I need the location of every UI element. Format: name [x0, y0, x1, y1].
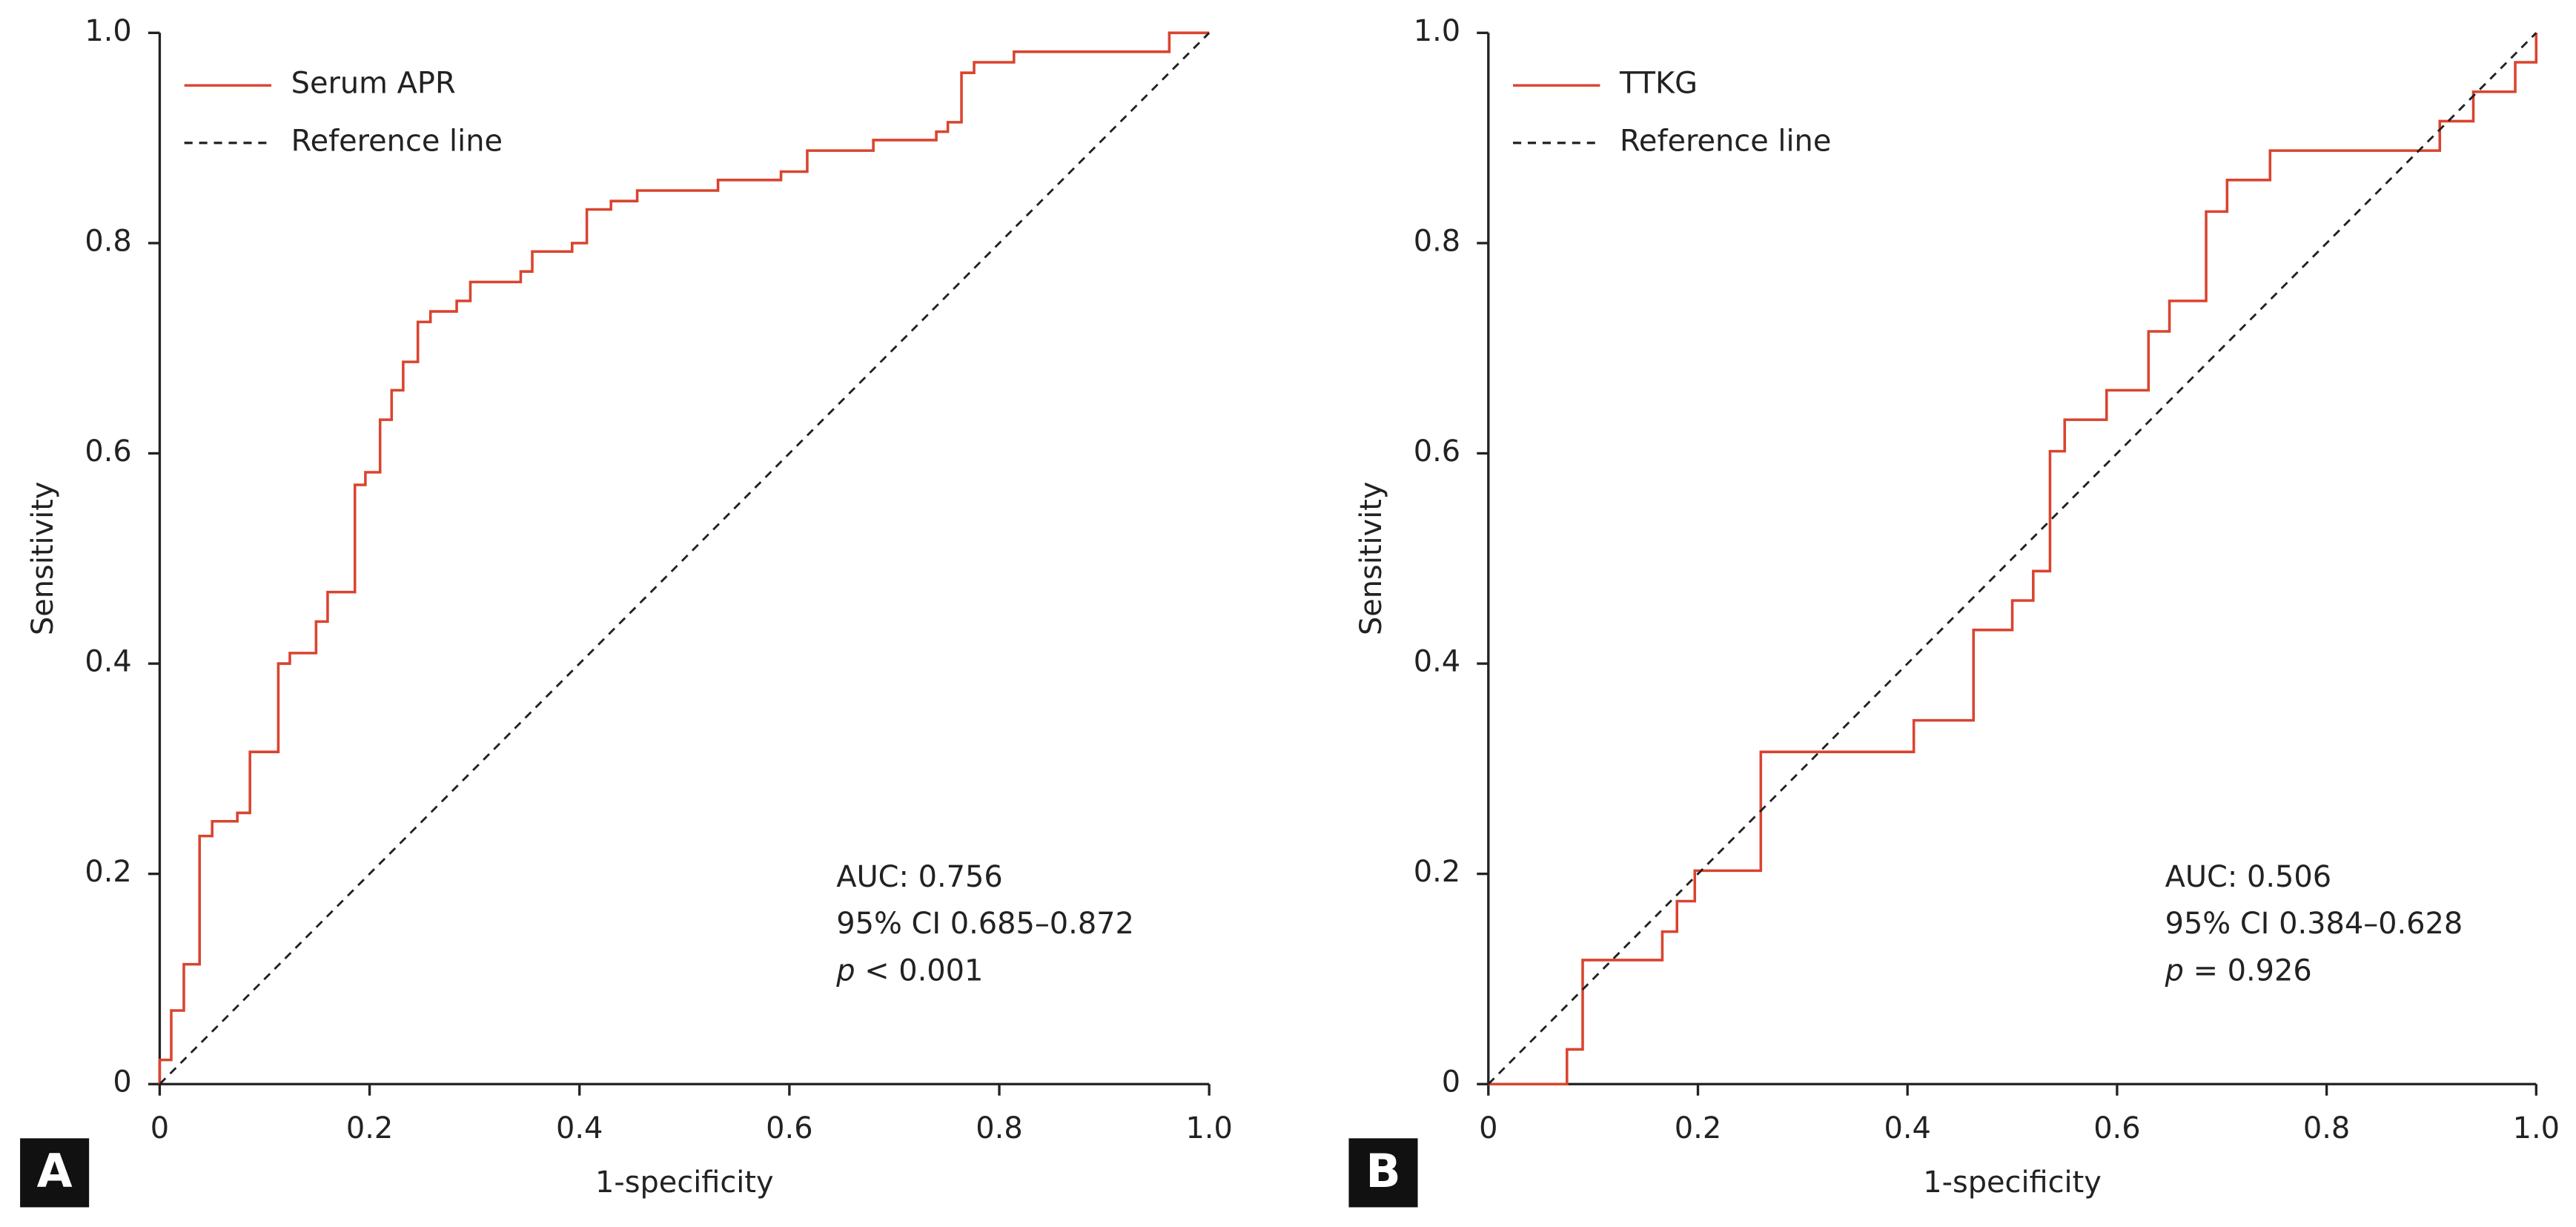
y-tick-label: 0: [1442, 1065, 1460, 1099]
roc-line: [1487, 32, 2537, 1085]
x-tick-label: 1.0: [2513, 1111, 2560, 1145]
y-tick-label: 0.6: [1414, 434, 1460, 469]
panel-label-box: [1348, 1138, 1418, 1208]
x-tick-label: 0.8: [976, 1111, 1022, 1145]
x-tick-label: 0.2: [346, 1111, 393, 1145]
y-tick-label: 0.8: [85, 224, 131, 258]
annotation: p < 0.001: [835, 953, 983, 988]
y-axis-label: Sensitivity: [26, 482, 60, 636]
x-axis-label: 1-specificity: [1923, 1165, 2102, 1200]
legend-label: TTKG: [1619, 67, 1698, 101]
chart: 0 0.2 0.4 0.6 0.8 1.0 0 0.2 0.4 0.6 0.8 1.0 1-specif…: [20, 14, 1233, 1208]
annotation-rest: = 0.926: [2184, 953, 2312, 988]
roc-line: [158, 31, 1210, 1085]
annotation: AUC: 0.756: [836, 860, 1002, 894]
panel-label-box: [20, 1138, 90, 1208]
x-tick-label: 0.4: [1884, 1111, 1931, 1145]
annotation: AUC: 0.506: [2165, 860, 2331, 894]
x-axis-label: 1-specificity: [595, 1165, 774, 1200]
x-tick-label: 0.6: [766, 1111, 812, 1145]
y-tick-label: 0.6: [85, 434, 131, 469]
y-tick-label: 1.0: [1414, 14, 1460, 48]
y-tick-label: 0.4: [85, 645, 131, 679]
y-tick-label: 0.2: [85, 855, 131, 889]
roc-line: [1488, 33, 2538, 1086]
y-tick-label: 0.4: [1414, 645, 1460, 679]
y-tick-label: 0.2: [1414, 855, 1460, 889]
y-tick-label: 1.0: [85, 14, 131, 48]
x-tick-label: 0: [1479, 1111, 1497, 1145]
x-tick-label: 0.6: [2093, 1111, 2140, 1145]
x-tick-label: 0: [150, 1111, 169, 1145]
y-tick-label: 0: [113, 1065, 131, 1099]
legend-label: Serum APR: [291, 67, 456, 101]
x-tick-label: 0.8: [2303, 1111, 2350, 1145]
legend-label: Reference line: [1620, 124, 1831, 158]
annotation-italic: p: [835, 953, 855, 988]
panel-label: B: [1365, 1144, 1400, 1198]
roc-line: [159, 32, 1211, 1085]
x-tick-label: 1.0: [1185, 1111, 1232, 1145]
x-tick-label: 0.2: [1675, 1111, 1721, 1145]
y-tick-label: 0.8: [1414, 224, 1460, 258]
x-tick-label: 0.4: [556, 1111, 603, 1145]
annotation-italic: p: [2165, 953, 2184, 988]
y-axis-label: Sensitivity: [1354, 482, 1388, 636]
annotation: 95% CI 0.384–0.628: [2165, 907, 2463, 941]
annotation: 95% CI 0.685–0.872: [836, 907, 1134, 941]
annotation: p = 0.926: [2165, 953, 2312, 988]
panel-label: A: [37, 1144, 73, 1198]
annotation-rest: < 0.001: [855, 953, 984, 988]
legend-label: Reference line: [291, 124, 503, 158]
chart: 0 0.2 0.4 0.6 0.8 1.0 0 0.2 0.4 0.6 0.8 1.0 1-specif…: [1348, 14, 2560, 1208]
